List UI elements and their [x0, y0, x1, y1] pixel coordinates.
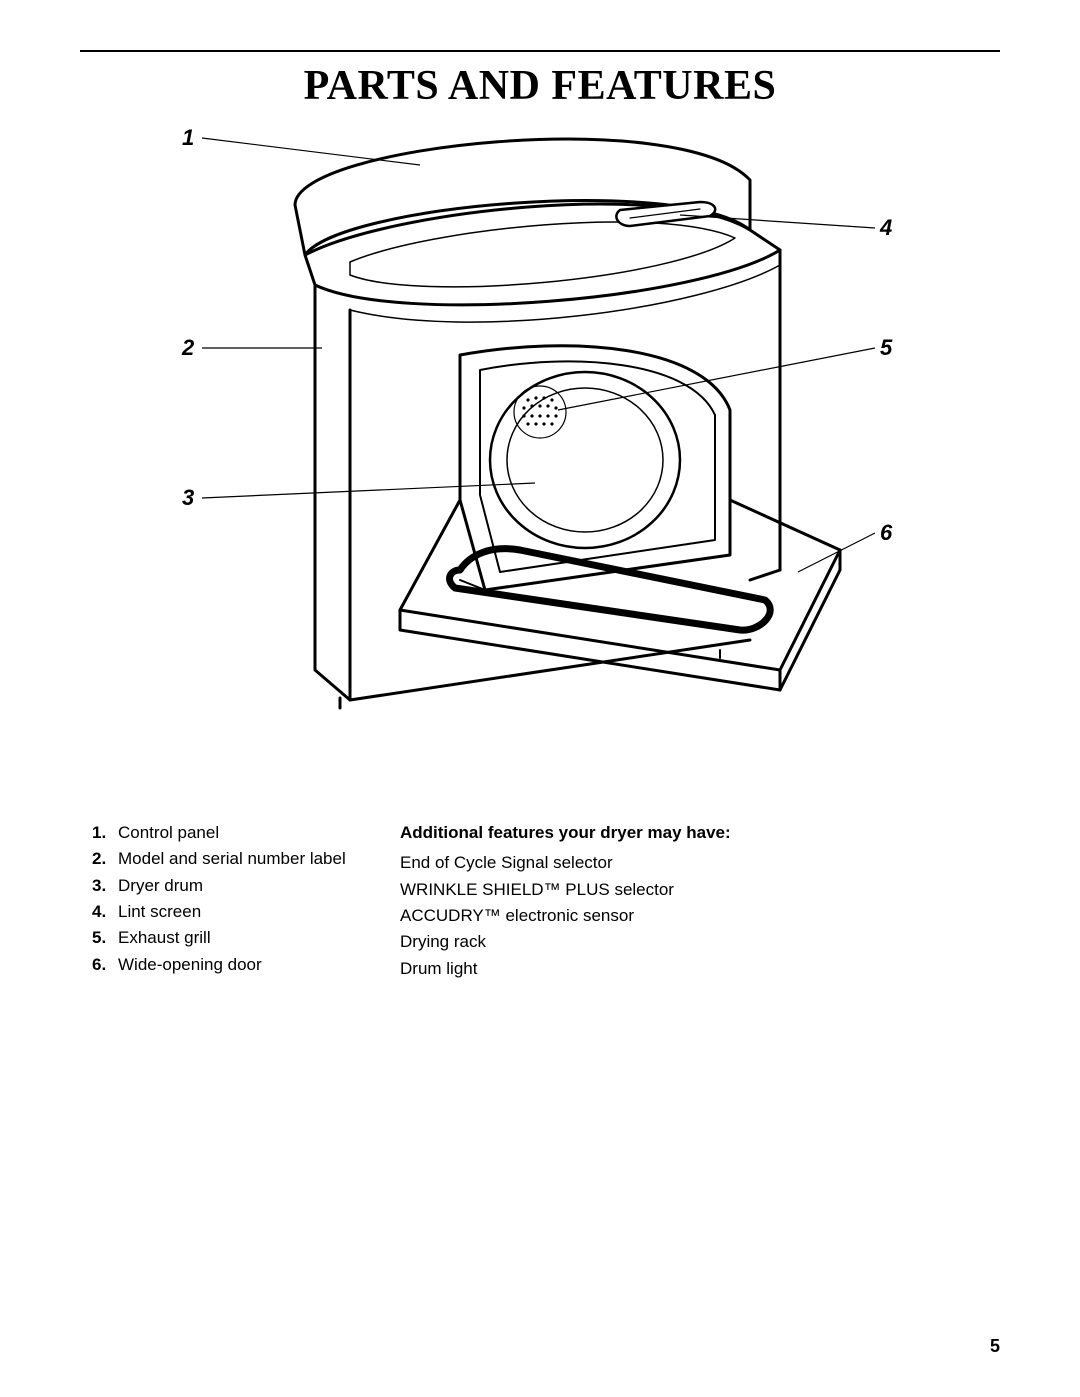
- additional-item: ACCUDRY™ electronic sensor: [400, 903, 740, 929]
- part-row: 6.Wide-opening door: [92, 952, 360, 978]
- part-num: 3.: [92, 873, 118, 899]
- page-number: 5: [990, 1336, 1000, 1357]
- page-title: PARTS AND FEATURES: [80, 62, 1000, 110]
- dryer-diagram: 1 2 3 4 5 6: [140, 110, 940, 790]
- part-label: Lint screen: [118, 899, 201, 925]
- part-num: 1.: [92, 820, 118, 846]
- additional-item: Drum light: [400, 956, 740, 982]
- part-row: 5.Exhaust grill: [92, 925, 360, 951]
- top-rule: [80, 50, 1000, 52]
- part-label: Control panel: [118, 820, 219, 846]
- part-num: 2.: [92, 846, 118, 872]
- part-row: 4.Lint screen: [92, 899, 360, 925]
- part-label: Exhaust grill: [118, 925, 211, 951]
- part-row: 2.Model and serial number label: [92, 846, 360, 872]
- part-row: 3.Dryer drum: [92, 873, 360, 899]
- additional-item: WRINKLE SHIELD™ PLUS selector: [400, 877, 740, 903]
- part-num: 5.: [92, 925, 118, 951]
- part-num: 6.: [92, 952, 118, 978]
- columns: 1.Control panel 2.Model and serial numbe…: [80, 820, 1000, 982]
- part-num: 4.: [92, 899, 118, 925]
- dryer-svg: [140, 110, 940, 790]
- part-label: Dryer drum: [118, 873, 203, 899]
- additional-features: Additional features your dryer may have:…: [400, 820, 740, 982]
- part-label: Model and serial number label: [118, 846, 346, 872]
- parts-list: 1.Control panel 2.Model and serial numbe…: [80, 820, 360, 982]
- additional-heading: Additional features your dryer may have:: [400, 820, 740, 846]
- additional-item: End of Cycle Signal selector: [400, 850, 740, 876]
- part-label: Wide-opening door: [118, 952, 262, 978]
- part-row: 1.Control panel: [92, 820, 360, 846]
- additional-item: Drying rack: [400, 929, 740, 955]
